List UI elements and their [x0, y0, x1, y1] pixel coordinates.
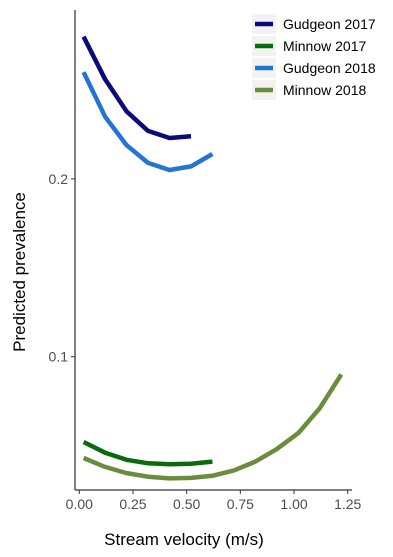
x-axis-title: Stream velocity (m/s) [104, 530, 264, 549]
y-tick-label: 0.2 [49, 171, 69, 187]
series-line-minnow-2018 [82, 373, 344, 481]
legend-label-minnow-2018: Minnow 2018 [283, 82, 366, 98]
x-tick-label: 0.25 [119, 496, 146, 512]
x-tick-label: 0.75 [227, 496, 254, 512]
legend-label-gudgeon-2018: Gudgeon 2018 [283, 60, 376, 76]
x-axis: 0.00 0.25 0.50 0.75 1.00 1.25 [66, 489, 362, 512]
legend-label-minnow-2017: Minnow 2017 [283, 38, 366, 54]
plot-area [81, 35, 344, 481]
x-tick-label: 0.50 [173, 496, 200, 512]
series-line-minnow-2017 [82, 439, 213, 467]
x-tick-label: 0.00 [66, 496, 93, 512]
y-axis-title: Predicted prevalence [10, 192, 29, 352]
legend-label-gudgeon-2017: Gudgeon 2017 [283, 16, 376, 32]
y-tick-label: 0.1 [49, 349, 69, 365]
legend: Gudgeon 2017 Minnow 2017 Gudgeon 2018 Minno… [252, 14, 376, 100]
y-axis: 0.1 0.2 [49, 10, 76, 490]
series-line-gudgeon-2018 [81, 71, 214, 173]
x-tick-label: 1.25 [334, 496, 361, 512]
series-line-gudgeon-2017 [81, 35, 192, 141]
x-tick-label: 1.00 [280, 496, 307, 512]
